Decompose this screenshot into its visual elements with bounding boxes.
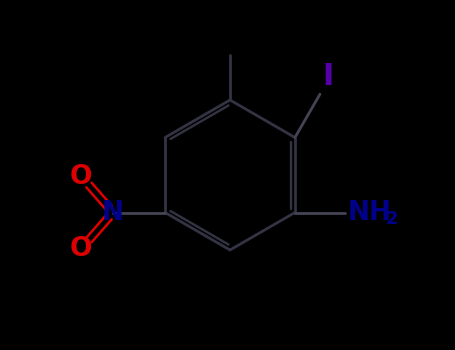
Text: I: I bbox=[322, 62, 334, 91]
Text: N: N bbox=[102, 199, 124, 225]
Text: O: O bbox=[70, 236, 92, 261]
Text: 2: 2 bbox=[386, 210, 399, 228]
Text: O: O bbox=[70, 163, 92, 189]
Text: NH: NH bbox=[348, 199, 392, 225]
